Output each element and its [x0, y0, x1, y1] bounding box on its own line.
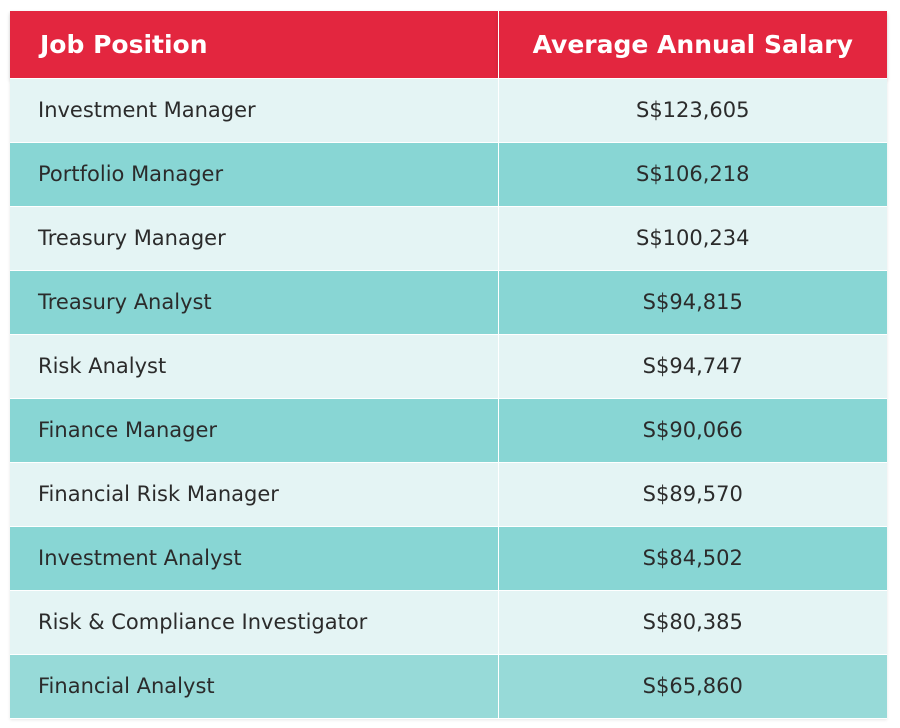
job-position-cell: Treasury Manager	[10, 205, 498, 270]
job-position-cell: Investment Manager	[10, 77, 498, 142]
table-row: Treasury Manager S$100,234	[10, 205, 887, 270]
table-row: Financial Analyst S$65,860	[10, 653, 887, 718]
table-row: Treasury Analyst S$94,815	[10, 269, 887, 334]
salary-cell: S$94,747	[497, 333, 887, 398]
table-body: Investment Manager S$123,605 Portfolio Man…	[10, 77, 887, 718]
job-position-cell: Finance Manager	[10, 397, 498, 462]
table-header: Job Position Average Annual Salary	[10, 11, 887, 78]
salary-cell: S$65,860	[497, 653, 887, 718]
salary-cell: S$94,815	[497, 269, 887, 334]
salary-cell: S$89,570	[497, 461, 887, 526]
header-row: Job Position Average Annual Salary	[10, 11, 887, 78]
table-row: Risk & Compliance Investigator S$80,385	[10, 589, 887, 654]
salary-cell: S$90,066	[497, 397, 887, 462]
column-header-job-position: Job Position	[10, 11, 498, 78]
salary-cell: S$84,502	[497, 525, 887, 590]
job-position-cell: Financial Risk Manager	[10, 461, 498, 526]
salary-cell: S$123,605	[497, 77, 887, 142]
salary-cell: S$106,218	[497, 141, 887, 206]
job-position-cell: Portfolio Manager	[10, 141, 498, 206]
table-row: Portfolio Manager S$106,218	[10, 141, 887, 206]
table-row: Financial Risk Manager S$89,570	[10, 461, 887, 526]
salary-cell: S$80,385	[497, 589, 887, 654]
job-position-cell: Treasury Analyst	[10, 269, 498, 334]
salary-table: Job Position Average Annual Salary Inves…	[10, 11, 887, 718]
table-row: Finance Manager S$90,066	[10, 397, 887, 462]
salary-cell: S$100,234	[497, 205, 887, 270]
table-row: Investment Analyst S$84,502	[10, 525, 887, 590]
job-position-cell: Investment Analyst	[10, 525, 498, 590]
job-position-cell: Risk & Compliance Investigator	[10, 589, 498, 654]
table-row: Risk Analyst S$94,747	[10, 333, 887, 398]
job-position-cell: Risk Analyst	[10, 333, 498, 398]
salary-table-container: Job Position Average Annual Salary Inves…	[10, 11, 887, 719]
job-position-cell: Financial Analyst	[10, 653, 498, 718]
column-header-average-annual-salary: Average Annual Salary	[497, 11, 887, 78]
table-row: Investment Manager S$123,605	[10, 77, 887, 142]
